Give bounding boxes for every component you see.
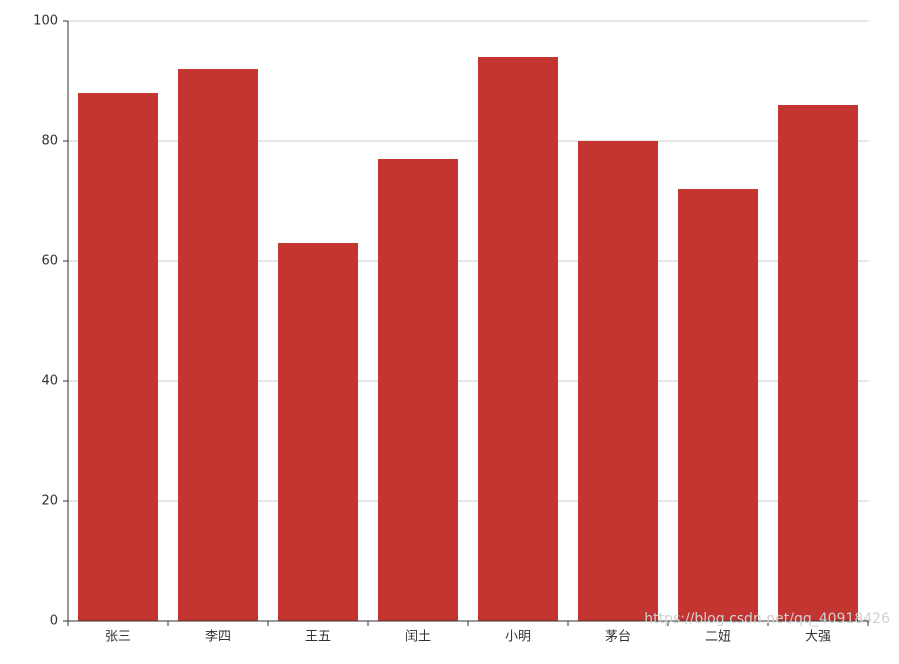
bar [778,105,858,621]
watermark: https://blog.csdn.net/qq_40918426 [644,611,890,627]
y-tick-label: 100 [33,14,58,29]
x-tick-label: 李四 [205,630,231,645]
y-tick-label: 80 [41,134,58,149]
bar [678,189,758,621]
x-tick-label: 大强 [805,630,831,645]
y-tick-label: 40 [41,374,58,389]
bar [178,69,258,621]
x-tick-label: 小明 [505,630,531,645]
x-tick-label: 张三 [105,630,131,645]
bar [478,57,558,621]
bar [78,93,158,621]
y-tick-label: 60 [41,254,58,269]
x-tick-label: 闰土 [405,630,431,645]
y-tick-label: 20 [41,494,58,509]
x-tick-label: 王五 [305,630,331,645]
x-tick-label: 茅台 [605,630,631,645]
bar [378,159,458,621]
y-tick-label: 0 [50,614,58,629]
bar [278,243,358,621]
bar [578,141,658,621]
x-tick-label: 二妞 [705,630,731,645]
